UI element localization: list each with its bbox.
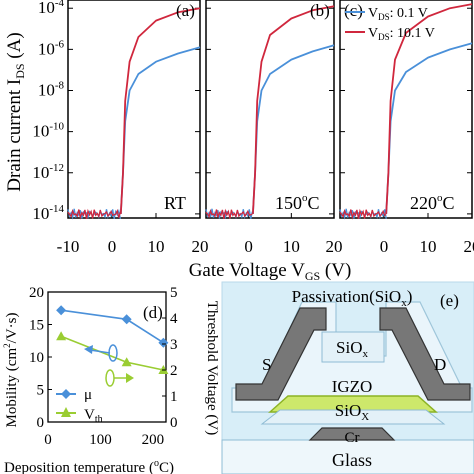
panel-e: Passivation(SiOx) SiOx S D IGZO SiOX Cr … [221,281,474,474]
x-tick-label: -10 [57,237,80,256]
panel-d-ylabel-right: Threshold Voltage (V) [204,301,220,435]
d-x-tick-label: 100 [89,432,112,448]
label-sio-bottom: SiOX [335,401,369,423]
plot-a-lines [67,7,201,220]
d-x-tick-label: 0 [44,432,52,448]
legend: VDS: 0.1 V VDS: 10.1 V [345,6,435,42]
panel-a-label: (a) [176,1,195,20]
x-tick-label: 20 [326,237,343,256]
label-igzo: IGZO [332,377,373,396]
x-tick-label: 20 [192,237,209,256]
d-right-tick-label: 1 [170,389,178,405]
legend-d-mu: μ [84,387,92,403]
x-tick-label: 10 [420,237,437,256]
d-left-tick-label: 5 [37,383,45,399]
plot-c-lines [339,3,473,220]
panel-c: (c) 220oC [339,0,473,220]
drain-electrode [379,307,471,401]
diamond-marker-icon [61,389,71,399]
label-sio-top: SiOx [336,338,368,360]
d-right-tick-label: 3 [170,337,178,353]
legend-entry-2: VDS: 10.1 V [368,26,435,42]
sio-bottom-layer [260,409,446,425]
panel-a: (a) RT [67,0,201,220]
plot-d-marks [56,305,169,374]
x-tick-labels: -10 0 10 20 0 10 20 0 10 20 [57,237,474,256]
data-point-vth [121,357,132,367]
y-tick-label: 10-6 [38,38,65,58]
panel-e-label: (e) [440,291,459,310]
d-left-tick-label: 20 [29,285,44,301]
panel-b: (b) 150oC [205,0,335,220]
data-point-mu [121,314,132,325]
plot-b-lines [205,5,335,220]
y-axis-label: Drain current IDS (A) [4,32,27,191]
panel-d-xlabel: Deposition temperature (oC) [4,458,174,474]
cr-gate [308,427,396,441]
d-x-tick-label: 200 [142,432,165,448]
panel-d: (d) μ Vth [47,291,169,425]
y-tick-label: 10-10 [32,121,64,141]
panel-a-annotation: RT [164,193,186,213]
label-passivation: Passivation(SiOx) [292,287,413,309]
y-tick-label: 10-8 [38,79,65,99]
legend-d-vth: Vth [84,407,103,425]
label-source: S [262,355,271,374]
d-right-tick-label: 5 [170,285,178,301]
x-tick-label: 0 [380,237,389,256]
x-tick-label: 10 [148,237,165,256]
series-line-1 [385,3,473,214]
panel-d-ylabel-left: Mobility (cm2/V·s) [2,313,20,428]
label-gate: Cr [345,430,360,446]
y-tick-label: 10-4 [38,0,65,17]
d-right-tick-label: 0 [170,415,178,431]
d-left-tick-label: 0 [37,415,45,431]
data-point-mu [56,305,67,316]
label-drain: D [434,355,446,374]
panel-d-label: (d) [143,303,163,322]
panel-b-annotation: 150oC [275,192,320,213]
triangle-marker-icon [61,407,71,417]
x-tick-label: 0 [244,237,253,256]
data-point-mu [158,337,169,348]
sio-top-layer [321,331,385,363]
y-tick-labels: 10-4 10-6 10-8 10-10 10-12 10-14 [32,0,64,223]
noise-floor-1 [205,208,253,220]
x-tick-label: 10 [283,237,300,256]
legend-d: μ Vth [56,387,103,425]
y-tick-label: 10-14 [32,203,64,223]
label-substrate: Glass [332,450,372,470]
x-tick-label: 0 [108,237,117,256]
panel-c-label: (c) [344,1,363,20]
x-axis-label: Gate Voltage VGS (V) [189,260,352,283]
glass-layer [221,439,474,474]
source-electrode [235,307,327,401]
data-point-vth [56,331,67,341]
panel-b-label: (b) [310,1,330,20]
x-tick-label: 20 [464,237,474,256]
series-line-1 [252,5,335,214]
legend-entry-1: VDS: 0.1 V [368,6,428,22]
y-tick-label: 10-12 [32,162,64,182]
d-right-tick-label: 4 [170,311,178,327]
d-right-tick-label: 2 [170,363,178,379]
noise-floor-1 [67,208,122,220]
series-line-1 [119,7,201,214]
axis-arrows [84,344,134,387]
panel-c-annotation: 220oC [410,192,455,213]
d-left-tick-label: 10 [29,350,44,366]
noise-floor-1 [339,208,387,220]
d-left-tick-label: 15 [29,318,44,334]
